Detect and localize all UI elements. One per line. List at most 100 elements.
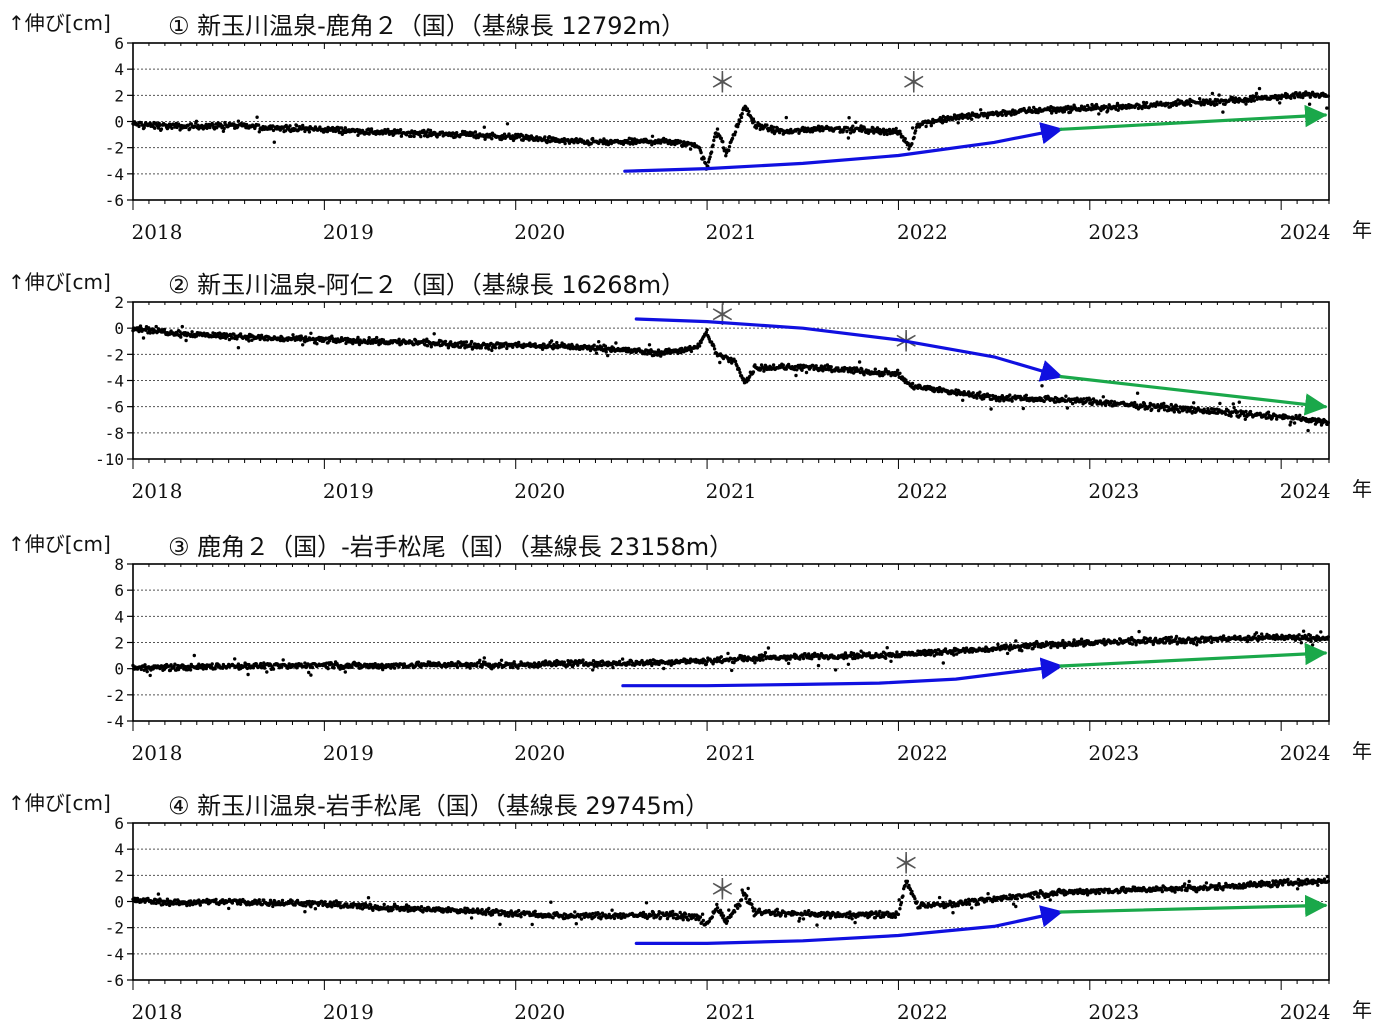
chart-title: ② 新玉川温泉-阿仁２（国）（基線長 16268m） xyxy=(168,271,685,299)
data-point xyxy=(1000,113,1004,118)
data-point xyxy=(924,124,928,129)
data-point xyxy=(1289,96,1293,101)
data-point xyxy=(784,115,788,120)
data-point xyxy=(940,117,944,121)
data-point xyxy=(816,663,821,668)
data-point xyxy=(753,661,757,665)
data-point xyxy=(1189,405,1194,409)
data-point xyxy=(493,346,498,350)
data-point xyxy=(912,135,916,140)
data-point xyxy=(847,116,851,120)
data-point xyxy=(652,353,656,357)
data-point xyxy=(1109,399,1114,403)
x-tick-label: 2023 xyxy=(1088,479,1139,503)
data-point xyxy=(1279,96,1283,101)
data-point xyxy=(929,123,933,128)
data-point xyxy=(428,128,433,133)
data-point xyxy=(392,666,397,670)
data-point xyxy=(1115,101,1120,106)
data-point xyxy=(789,127,793,132)
data-point xyxy=(233,657,237,661)
data-point xyxy=(478,658,482,662)
event-marker: ＊ xyxy=(708,299,736,332)
y-tick-label: -6 xyxy=(105,191,124,210)
data-point xyxy=(719,136,723,140)
data-point xyxy=(913,129,918,133)
data-point xyxy=(627,662,631,666)
data-point xyxy=(1116,108,1120,112)
data-point xyxy=(657,662,661,667)
data-point xyxy=(709,150,714,154)
data-point xyxy=(473,130,478,134)
data-point xyxy=(148,331,152,335)
x-tick-label: 2023 xyxy=(1088,741,1139,765)
data-point xyxy=(1085,103,1090,108)
chart-panel-2: ② 新玉川温泉-阿仁２（国）（基線長 16268m）↑伸び[cm]20-2-4-… xyxy=(8,270,1372,503)
data-point xyxy=(699,150,703,155)
data-point xyxy=(1082,397,1086,401)
data-point xyxy=(455,665,460,669)
data-point xyxy=(765,123,769,127)
data-point xyxy=(153,126,157,130)
data-point xyxy=(340,132,344,136)
data-point xyxy=(952,653,956,657)
data-point xyxy=(1101,395,1106,399)
x-tick-label: 2019 xyxy=(323,479,374,503)
data-point xyxy=(581,658,585,662)
data-point xyxy=(1326,420,1331,425)
data-point xyxy=(708,155,712,159)
data-point xyxy=(178,128,182,132)
data-point xyxy=(745,107,750,111)
data-point xyxy=(679,140,683,144)
data-point xyxy=(979,108,983,112)
data-point xyxy=(222,126,226,131)
data-point xyxy=(738,370,742,375)
data-point xyxy=(617,659,622,664)
data-point xyxy=(369,127,374,131)
data-point xyxy=(432,332,436,336)
data-point xyxy=(367,336,371,340)
data-point xyxy=(702,156,706,161)
data-point xyxy=(409,134,413,138)
data-point xyxy=(271,128,276,133)
data-point xyxy=(604,350,608,354)
data-point xyxy=(1218,401,1222,406)
data-point xyxy=(1254,91,1259,96)
data-point xyxy=(244,122,249,127)
y-tick-label: 6 xyxy=(114,34,124,53)
data-point xyxy=(1088,398,1093,402)
data-point xyxy=(818,129,822,133)
data-point xyxy=(978,390,982,394)
data-point xyxy=(1208,98,1212,102)
data-point xyxy=(236,119,241,123)
data-point xyxy=(190,330,194,334)
data-point xyxy=(985,115,990,120)
data-point xyxy=(846,136,851,140)
data-point xyxy=(833,668,838,672)
data-point xyxy=(1237,400,1242,404)
data-point xyxy=(1306,428,1310,433)
data-point xyxy=(869,129,874,133)
data-point xyxy=(706,160,711,164)
data-point xyxy=(1215,102,1219,107)
x-tick-label: 2020 xyxy=(514,479,565,503)
data-point xyxy=(154,324,158,329)
data-point xyxy=(718,360,722,365)
data-point xyxy=(265,670,269,674)
y-tick-label: -2 xyxy=(105,139,124,158)
chart-title: ③ 鹿角２（国）-岩手松尾（国）（基線長 23158m） xyxy=(168,533,733,561)
data-point xyxy=(356,335,360,340)
x-tick-label: 2018 xyxy=(132,741,183,765)
data-point xyxy=(247,339,251,343)
data-point xyxy=(777,130,782,135)
data-point xyxy=(1159,100,1163,105)
data-point xyxy=(184,338,188,343)
x-tick-label: 2020 xyxy=(514,741,565,765)
data-point xyxy=(333,129,338,134)
data-point xyxy=(221,129,226,133)
data-point xyxy=(712,347,717,351)
data-point xyxy=(910,142,914,146)
data-point xyxy=(356,133,360,137)
data-point xyxy=(688,147,693,151)
data-point xyxy=(295,124,299,128)
